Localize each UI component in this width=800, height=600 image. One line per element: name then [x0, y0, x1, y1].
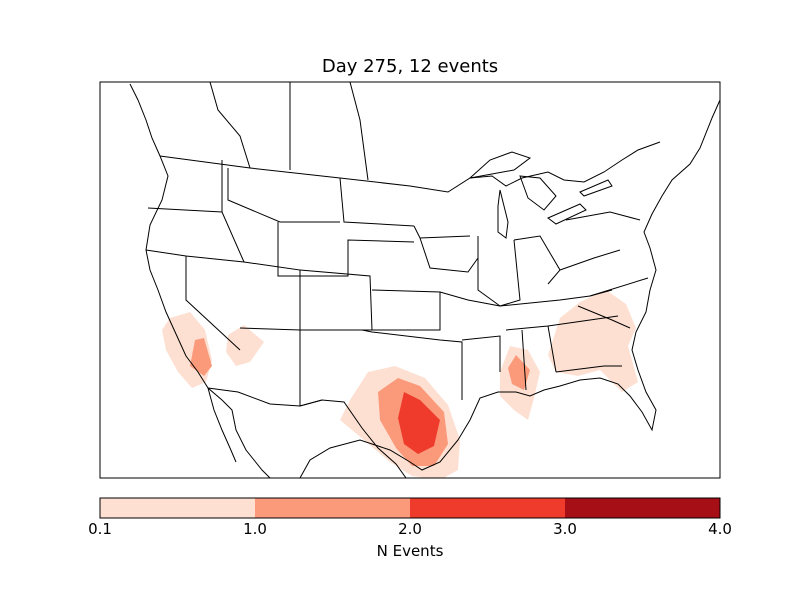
- lake-huron: [519, 175, 557, 211]
- province-border-3: [349, 82, 369, 181]
- state-border-ia-mo: [419, 237, 479, 273]
- pacific-coastline: [129, 83, 271, 478]
- state-border-nc-va: [589, 277, 649, 297]
- colorbar-segment: [410, 498, 565, 518]
- state-border-ks-ok: [371, 289, 441, 331]
- state-border-nd-sd: [339, 177, 415, 227]
- map-title: Day 275, 12 events: [321, 56, 499, 77]
- colorbar-tick-label: 2.0: [398, 520, 422, 538]
- lake-superior: [468, 151, 532, 179]
- state-border-ar-la: [461, 335, 501, 372]
- state-border-al-ga: [547, 325, 557, 373]
- colorbar-tick-label: 3.0: [553, 520, 577, 538]
- state-border-nm-tx: [299, 330, 323, 407]
- canada-us-border: [159, 141, 661, 193]
- state-border-wv-va: [559, 249, 621, 271]
- gulf-coastline: [299, 369, 657, 478]
- colorbar-label: N Events: [376, 542, 444, 560]
- baja-coastline: [207, 387, 237, 463]
- contour-level2-louisiana: [508, 355, 530, 390]
- mexico-us-border: [207, 387, 407, 478]
- lake-michigan: [497, 189, 509, 239]
- contour-level3-texas: [398, 392, 440, 454]
- colorbar-segment: [255, 498, 410, 518]
- state-border-ut-co: [239, 261, 301, 331]
- colorbar-segment: [565, 498, 720, 518]
- lake-ontario: [579, 179, 613, 197]
- colorbar-frame: [99, 497, 721, 519]
- colorbar-tick-label: 4.0: [708, 520, 732, 538]
- state-border-id: [221, 160, 245, 263]
- contour-level1-arizona: [226, 325, 264, 366]
- colorbar-tick-label: 1.0: [243, 520, 267, 538]
- coastlines-and-borders: [129, 82, 720, 478]
- map-frame: [99, 81, 721, 479]
- state-border-ga-sc: [577, 305, 631, 329]
- state-border-ga-fl: [555, 365, 622, 373]
- state-border-mo-ar: [439, 291, 501, 307]
- state-border-pa-ny: [565, 211, 641, 221]
- state-border-ne: [277, 222, 415, 277]
- province-border-1: [209, 82, 251, 169]
- state-border-ca-nv: [185, 256, 241, 351]
- state-border-oh: [513, 235, 561, 285]
- state-border-tx-ok: [361, 329, 463, 400]
- colorbar-tick-label: 0.1: [88, 520, 112, 538]
- contour-level2-california: [190, 338, 212, 376]
- atlantic-coastline: [631, 99, 720, 371]
- state-border-mt-wy: [227, 168, 340, 223]
- state-border-tn-ms-al: [505, 315, 619, 331]
- colorbar-segment: [100, 498, 255, 518]
- lake-erie: [547, 203, 587, 225]
- state-border-co-ks: [299, 269, 373, 331]
- state-border-ms-al: [521, 329, 527, 391]
- state-border-wa-or: [147, 207, 223, 213]
